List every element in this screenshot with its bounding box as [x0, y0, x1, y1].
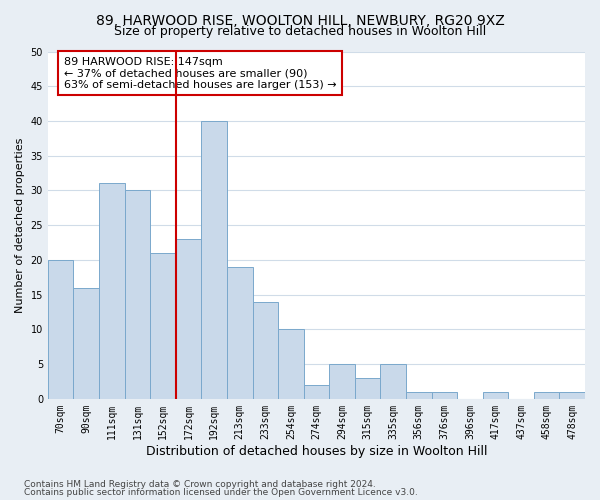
Bar: [482, 392, 508, 399]
Bar: [329, 364, 355, 399]
Bar: [99, 184, 125, 399]
Bar: [278, 330, 304, 399]
Bar: [406, 392, 431, 399]
Text: Size of property relative to detached houses in Woolton Hill: Size of property relative to detached ho…: [114, 25, 486, 38]
Bar: [355, 378, 380, 399]
Text: Contains HM Land Registry data © Crown copyright and database right 2024.: Contains HM Land Registry data © Crown c…: [24, 480, 376, 489]
Text: 89, HARWOOD RISE, WOOLTON HILL, NEWBURY, RG20 9XZ: 89, HARWOOD RISE, WOOLTON HILL, NEWBURY,…: [95, 14, 505, 28]
Bar: [150, 253, 176, 399]
Bar: [227, 267, 253, 399]
Bar: [176, 239, 202, 399]
Bar: [48, 260, 73, 399]
Bar: [73, 288, 99, 399]
X-axis label: Distribution of detached houses by size in Woolton Hill: Distribution of detached houses by size …: [146, 444, 487, 458]
Y-axis label: Number of detached properties: Number of detached properties: [15, 138, 25, 313]
Text: Contains public sector information licensed under the Open Government Licence v3: Contains public sector information licen…: [24, 488, 418, 497]
Bar: [253, 302, 278, 399]
Text: 89 HARWOOD RISE: 147sqm
← 37% of detached houses are smaller (90)
63% of semi-de: 89 HARWOOD RISE: 147sqm ← 37% of detache…: [64, 56, 337, 90]
Bar: [304, 385, 329, 399]
Bar: [202, 121, 227, 399]
Bar: [431, 392, 457, 399]
Bar: [125, 190, 150, 399]
Bar: [559, 392, 585, 399]
Bar: [534, 392, 559, 399]
Bar: [380, 364, 406, 399]
